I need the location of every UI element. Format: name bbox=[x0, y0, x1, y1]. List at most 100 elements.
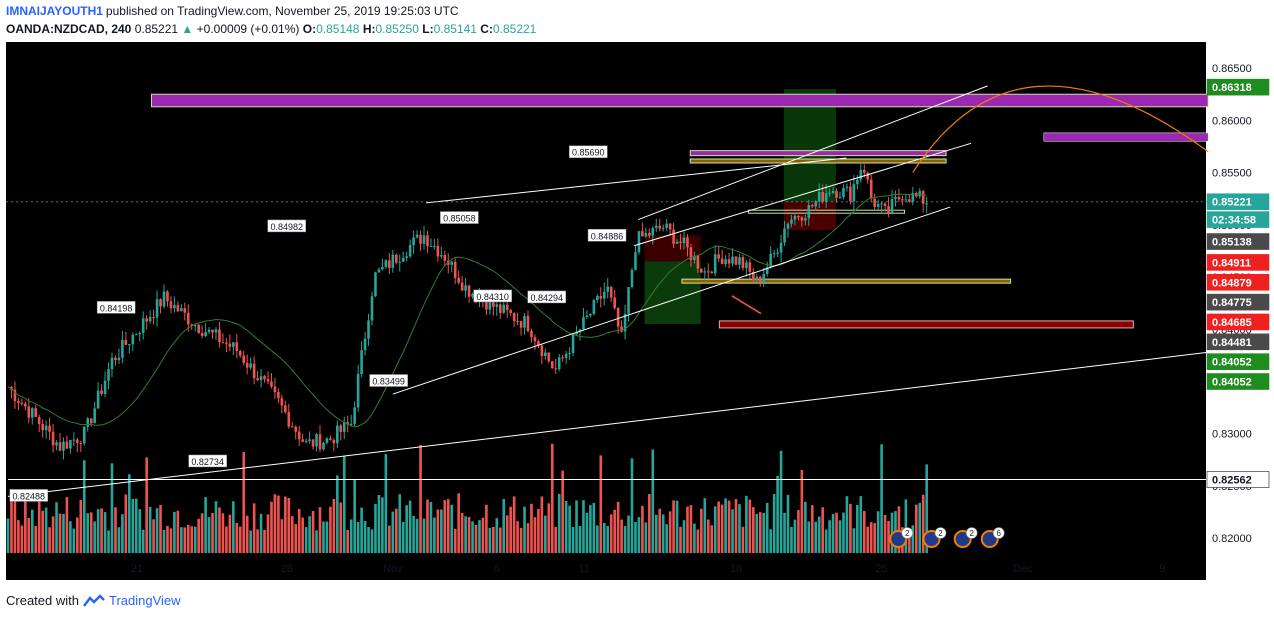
candle-body bbox=[630, 269, 634, 287]
volume-bar bbox=[304, 527, 308, 553]
volume-bar bbox=[821, 507, 824, 553]
x-tick-label: 28 bbox=[281, 563, 293, 575]
volume-bar bbox=[845, 496, 849, 553]
candle-body bbox=[616, 307, 620, 327]
volume-bar bbox=[58, 513, 62, 553]
price-tag-text: 0.86318 bbox=[1212, 82, 1252, 94]
volume-bar bbox=[540, 496, 544, 553]
volume-bar bbox=[710, 525, 714, 553]
candle-body bbox=[280, 398, 284, 406]
candle-body bbox=[554, 368, 558, 370]
volume-bar bbox=[148, 506, 152, 553]
candle-body bbox=[779, 242, 783, 253]
volume-bar bbox=[69, 521, 72, 553]
x-tick-label: 9 bbox=[1159, 563, 1165, 575]
price-tag: 02:34:58 bbox=[1206, 211, 1270, 228]
candle-body bbox=[325, 438, 329, 443]
zone-green-lower bbox=[644, 261, 701, 325]
candle-body bbox=[259, 376, 263, 381]
volume-bar bbox=[665, 524, 668, 553]
volume-bar bbox=[134, 498, 138, 553]
price-tag: 0.85221 bbox=[1206, 193, 1270, 211]
volume-bar bbox=[641, 505, 644, 553]
badge-count-bubble bbox=[992, 527, 1005, 539]
volume-bar bbox=[828, 520, 831, 553]
candle-body bbox=[561, 357, 564, 359]
volume-bar bbox=[55, 502, 58, 553]
volume-bar bbox=[124, 494, 128, 553]
candle-body bbox=[644, 233, 648, 237]
candle-body bbox=[336, 425, 339, 444]
volume-bar bbox=[218, 507, 221, 553]
candle-body bbox=[55, 442, 58, 446]
candle-body bbox=[637, 231, 641, 253]
volume-bar bbox=[526, 523, 530, 553]
candle-body bbox=[727, 259, 731, 264]
candle-body bbox=[148, 317, 152, 322]
volume-bar bbox=[568, 505, 571, 553]
volume-bar bbox=[277, 495, 280, 553]
volume-bar bbox=[817, 516, 821, 553]
volume-bar bbox=[582, 500, 585, 553]
candle-body bbox=[152, 317, 155, 319]
volume-bar bbox=[866, 526, 870, 553]
candle-body bbox=[263, 376, 266, 380]
volume-bar bbox=[765, 502, 769, 553]
candle-body bbox=[360, 350, 363, 375]
projection-arc bbox=[912, 85, 1209, 173]
volume-bar bbox=[419, 444, 422, 553]
candle-body bbox=[748, 262, 752, 272]
volume-bar bbox=[689, 505, 693, 553]
candle-body bbox=[329, 438, 332, 440]
candle-body bbox=[526, 315, 530, 332]
candle-body bbox=[20, 402, 24, 404]
price-point-label: 0.84198 bbox=[96, 301, 136, 314]
candle-body bbox=[485, 300, 488, 310]
candle-body bbox=[467, 285, 471, 297]
volume-bar bbox=[804, 501, 807, 553]
volume-bar bbox=[280, 519, 284, 553]
price-point-label-text: 0.84198 bbox=[100, 303, 133, 313]
volume-bar bbox=[294, 524, 298, 553]
channel-upper-trendline bbox=[638, 85, 988, 221]
price-point-label: 0.84310 bbox=[473, 289, 512, 303]
volume-bar bbox=[422, 518, 426, 553]
volume-bar bbox=[686, 506, 689, 553]
candle-body bbox=[374, 272, 377, 297]
candle-body bbox=[37, 417, 41, 424]
candle-body bbox=[623, 313, 627, 332]
volume-bar bbox=[564, 501, 568, 553]
badge-count-bubble bbox=[965, 527, 978, 539]
candle-body bbox=[793, 215, 797, 220]
volume-bar bbox=[211, 513, 214, 553]
candle-body bbox=[58, 442, 62, 451]
author-name[interactable]: IMNAIJAYOUTH1 bbox=[6, 4, 103, 18]
volume-bar bbox=[925, 464, 928, 553]
volume-bar bbox=[696, 529, 700, 553]
candle-body bbox=[204, 332, 207, 336]
candle-body bbox=[533, 337, 537, 342]
tradingview-link[interactable]: TradingView bbox=[108, 593, 181, 608]
candle-body bbox=[443, 255, 447, 261]
badge-count-text: 6 bbox=[997, 529, 1002, 538]
price-chart[interactable]: 0.82488 0.84198 0.82734 0.84982 0.83499 0.850… bbox=[6, 42, 1270, 582]
volume-bar bbox=[672, 500, 675, 553]
candle-body bbox=[183, 308, 187, 313]
candle-body bbox=[786, 223, 790, 229]
price-point-label: 0.84982 bbox=[267, 219, 306, 233]
price-tag-text: 0.84052 bbox=[1212, 377, 1252, 389]
price-point-label-text: 0.85690 bbox=[572, 148, 605, 158]
price-tag-box bbox=[1206, 293, 1270, 311]
volume-bar bbox=[460, 512, 464, 553]
candle-body bbox=[869, 179, 873, 199]
volume-bar bbox=[401, 521, 405, 553]
candle-body bbox=[228, 343, 232, 347]
volume-bar bbox=[103, 512, 107, 553]
badge-count-bubble bbox=[901, 527, 914, 539]
volume-bar bbox=[530, 503, 533, 553]
candle-body bbox=[377, 269, 381, 273]
volume-bar bbox=[353, 479, 356, 553]
candle-body bbox=[651, 227, 655, 236]
volume-bar bbox=[575, 500, 578, 553]
volume-bar bbox=[162, 529, 166, 553]
